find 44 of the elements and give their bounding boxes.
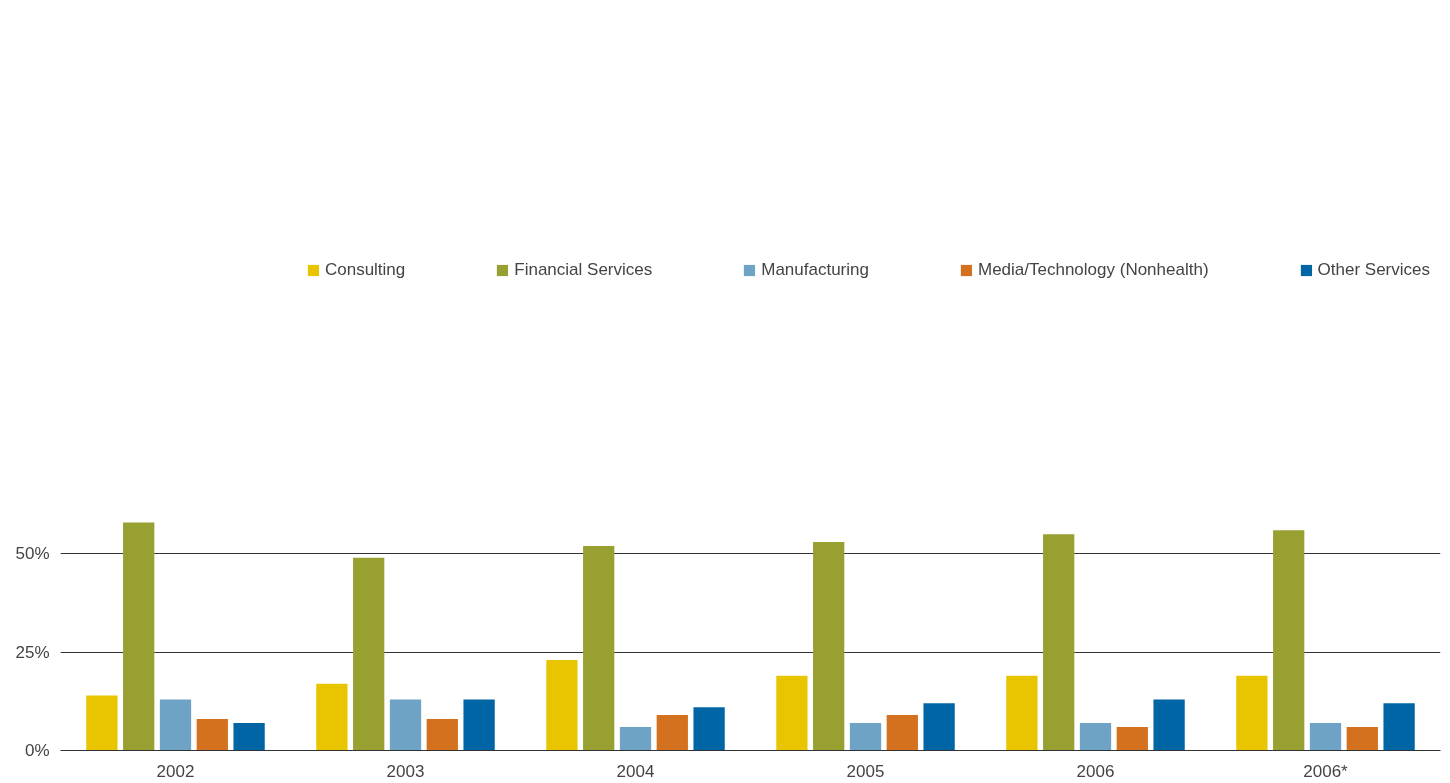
legend-label: Other Services (1317, 260, 1430, 280)
bar (426, 719, 458, 751)
bar (546, 660, 578, 751)
bar (1079, 722, 1112, 751)
bar (316, 683, 348, 751)
bar (1116, 726, 1148, 751)
bar (693, 707, 725, 751)
bar (776, 675, 808, 751)
x-tick-label: 2006 (1076, 761, 1115, 781)
bar (1006, 675, 1038, 751)
x-tick-label: 2004 (616, 761, 655, 781)
bar (583, 546, 615, 751)
bar (86, 695, 118, 751)
y-tick-label: 25% (15, 642, 50, 662)
x-tick-label: 2002 (156, 761, 195, 781)
bar (353, 557, 385, 751)
bar (923, 703, 955, 751)
bar (1153, 699, 1185, 751)
bar (1043, 534, 1075, 751)
y-tick-label: 0% (24, 741, 50, 760)
x-tick-label: 2003 (386, 761, 425, 781)
bar (463, 699, 495, 751)
bar (233, 722, 265, 751)
bar (1383, 703, 1415, 751)
bar (849, 722, 882, 751)
bar (1346, 726, 1378, 751)
legend-label: Manufacturing (761, 260, 869, 280)
bar (123, 522, 155, 751)
bar (196, 719, 228, 751)
bar (886, 715, 918, 751)
legend-label: Consulting (324, 260, 406, 280)
x-tick-label: 2006* (1303, 761, 1349, 781)
bar (159, 699, 192, 751)
legend-label: Media/Technology (Nonhealth) (977, 260, 1209, 280)
bar (813, 542, 845, 751)
bar (1236, 675, 1268, 751)
legend-label: Financial Services (514, 260, 653, 280)
bar (656, 715, 688, 751)
bar (389, 699, 422, 751)
bar (1273, 530, 1305, 751)
y-tick-label: 50% (15, 544, 50, 564)
x-tick-label: 2005 (846, 761, 885, 781)
bar (619, 726, 652, 751)
bar (1309, 722, 1342, 751)
